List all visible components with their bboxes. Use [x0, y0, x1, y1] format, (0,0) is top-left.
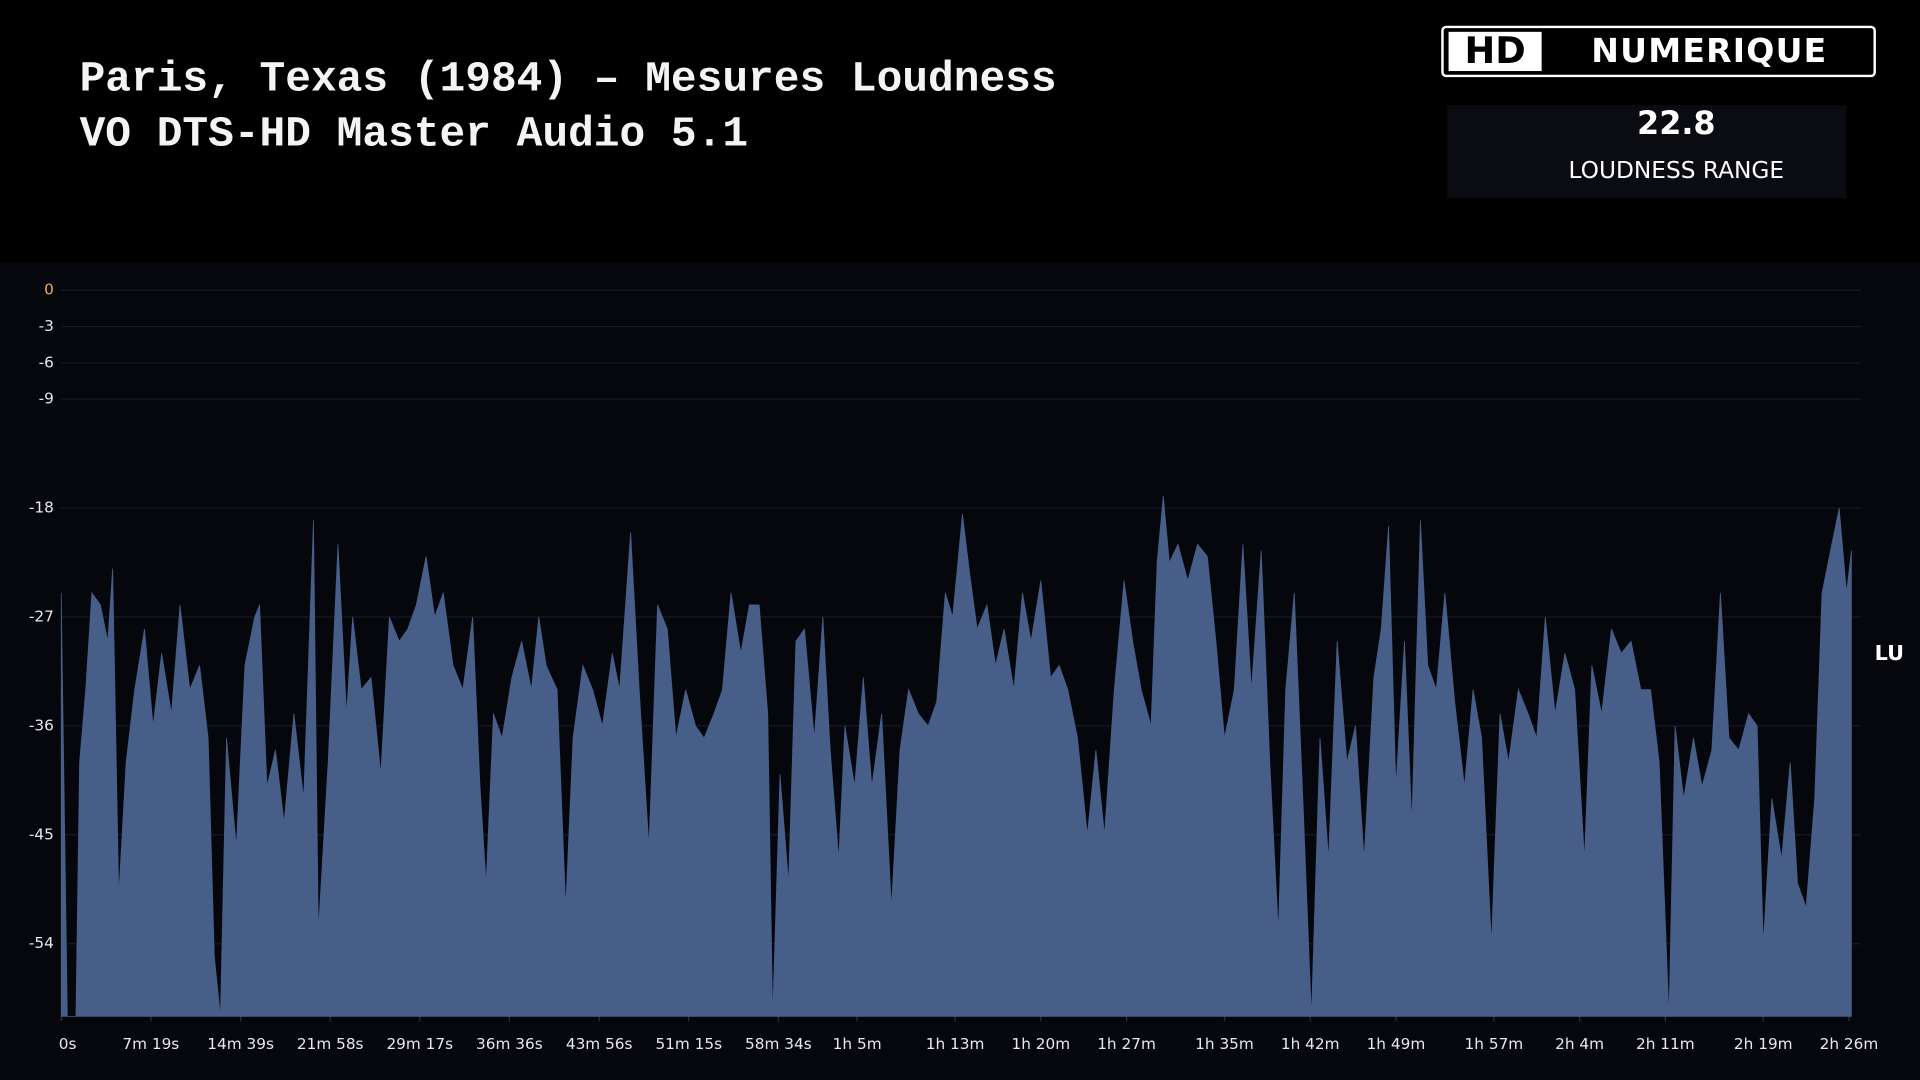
stat-box	[1447, 105, 1847, 199]
x-tick-label: 1h 5m	[833, 1035, 882, 1053]
logo-text: NUMERIQUE	[1591, 31, 1827, 70]
chart-title: Paris, Texas (1984) – Mesures Loudness	[80, 55, 1057, 104]
x-tick-label: 14m 39s	[207, 1035, 274, 1053]
logo-frame	[1441, 25, 1876, 78]
y-axis-label: LU	[1875, 641, 1904, 665]
x-tick-label: 1h 35m	[1195, 1035, 1254, 1053]
x-tick-label: 1h 42m	[1281, 1035, 1340, 1053]
x-tick-label: 21m 58s	[297, 1035, 364, 1053]
x-tick-label: 2h 26m	[1820, 1035, 1879, 1053]
x-tick-label: 58m 34s	[745, 1035, 812, 1053]
x-tick-label: 1h 20m	[1011, 1035, 1070, 1053]
stat-value: 22.8	[1637, 104, 1716, 142]
chart-subtitle: VO DTS-HD Master Audio 5.1	[80, 110, 748, 159]
y-tick-label: -18	[29, 499, 54, 517]
y-tick-label: -45	[29, 825, 54, 843]
x-tick-label: 29m 17s	[386, 1035, 453, 1053]
x-tick-label: 2h 4m	[1555, 1035, 1604, 1053]
x-tick-label: 1h 13m	[926, 1035, 985, 1053]
logo-badge	[1448, 31, 1542, 72]
x-tick-label: 2h 11m	[1636, 1035, 1695, 1053]
x-tick-label: 36m 36s	[476, 1035, 543, 1053]
loudness-area	[60, 495, 1852, 1017]
x-tick-label: 7m 19s	[122, 1035, 179, 1053]
y-tick-label: -36	[29, 716, 54, 734]
x-tick-label: 0s	[59, 1035, 77, 1053]
x-tick-label: 2h 19m	[1734, 1035, 1793, 1053]
y-tick-label: -9	[39, 390, 54, 408]
y-tick-label: 0	[44, 281, 54, 299]
x-tick-label: 1h 49m	[1367, 1035, 1426, 1053]
y-tick-label: -27	[29, 607, 54, 625]
y-tick-label: -54	[29, 934, 54, 952]
stat-label: LOUDNESS RANGE	[1569, 157, 1785, 184]
x-tick-label: 1h 27m	[1097, 1035, 1156, 1053]
x-tick-label: 43m 56s	[566, 1035, 633, 1053]
x-tick-label: 1h 57m	[1465, 1035, 1524, 1053]
x-tick-label: 51m 15s	[655, 1035, 722, 1053]
logo-mark: HD	[1464, 29, 1525, 72]
logo: HD NUMERIQUE	[1441, 25, 1876, 78]
y-tick-label: -3	[39, 317, 54, 335]
y-tick-label: -6	[39, 353, 54, 371]
